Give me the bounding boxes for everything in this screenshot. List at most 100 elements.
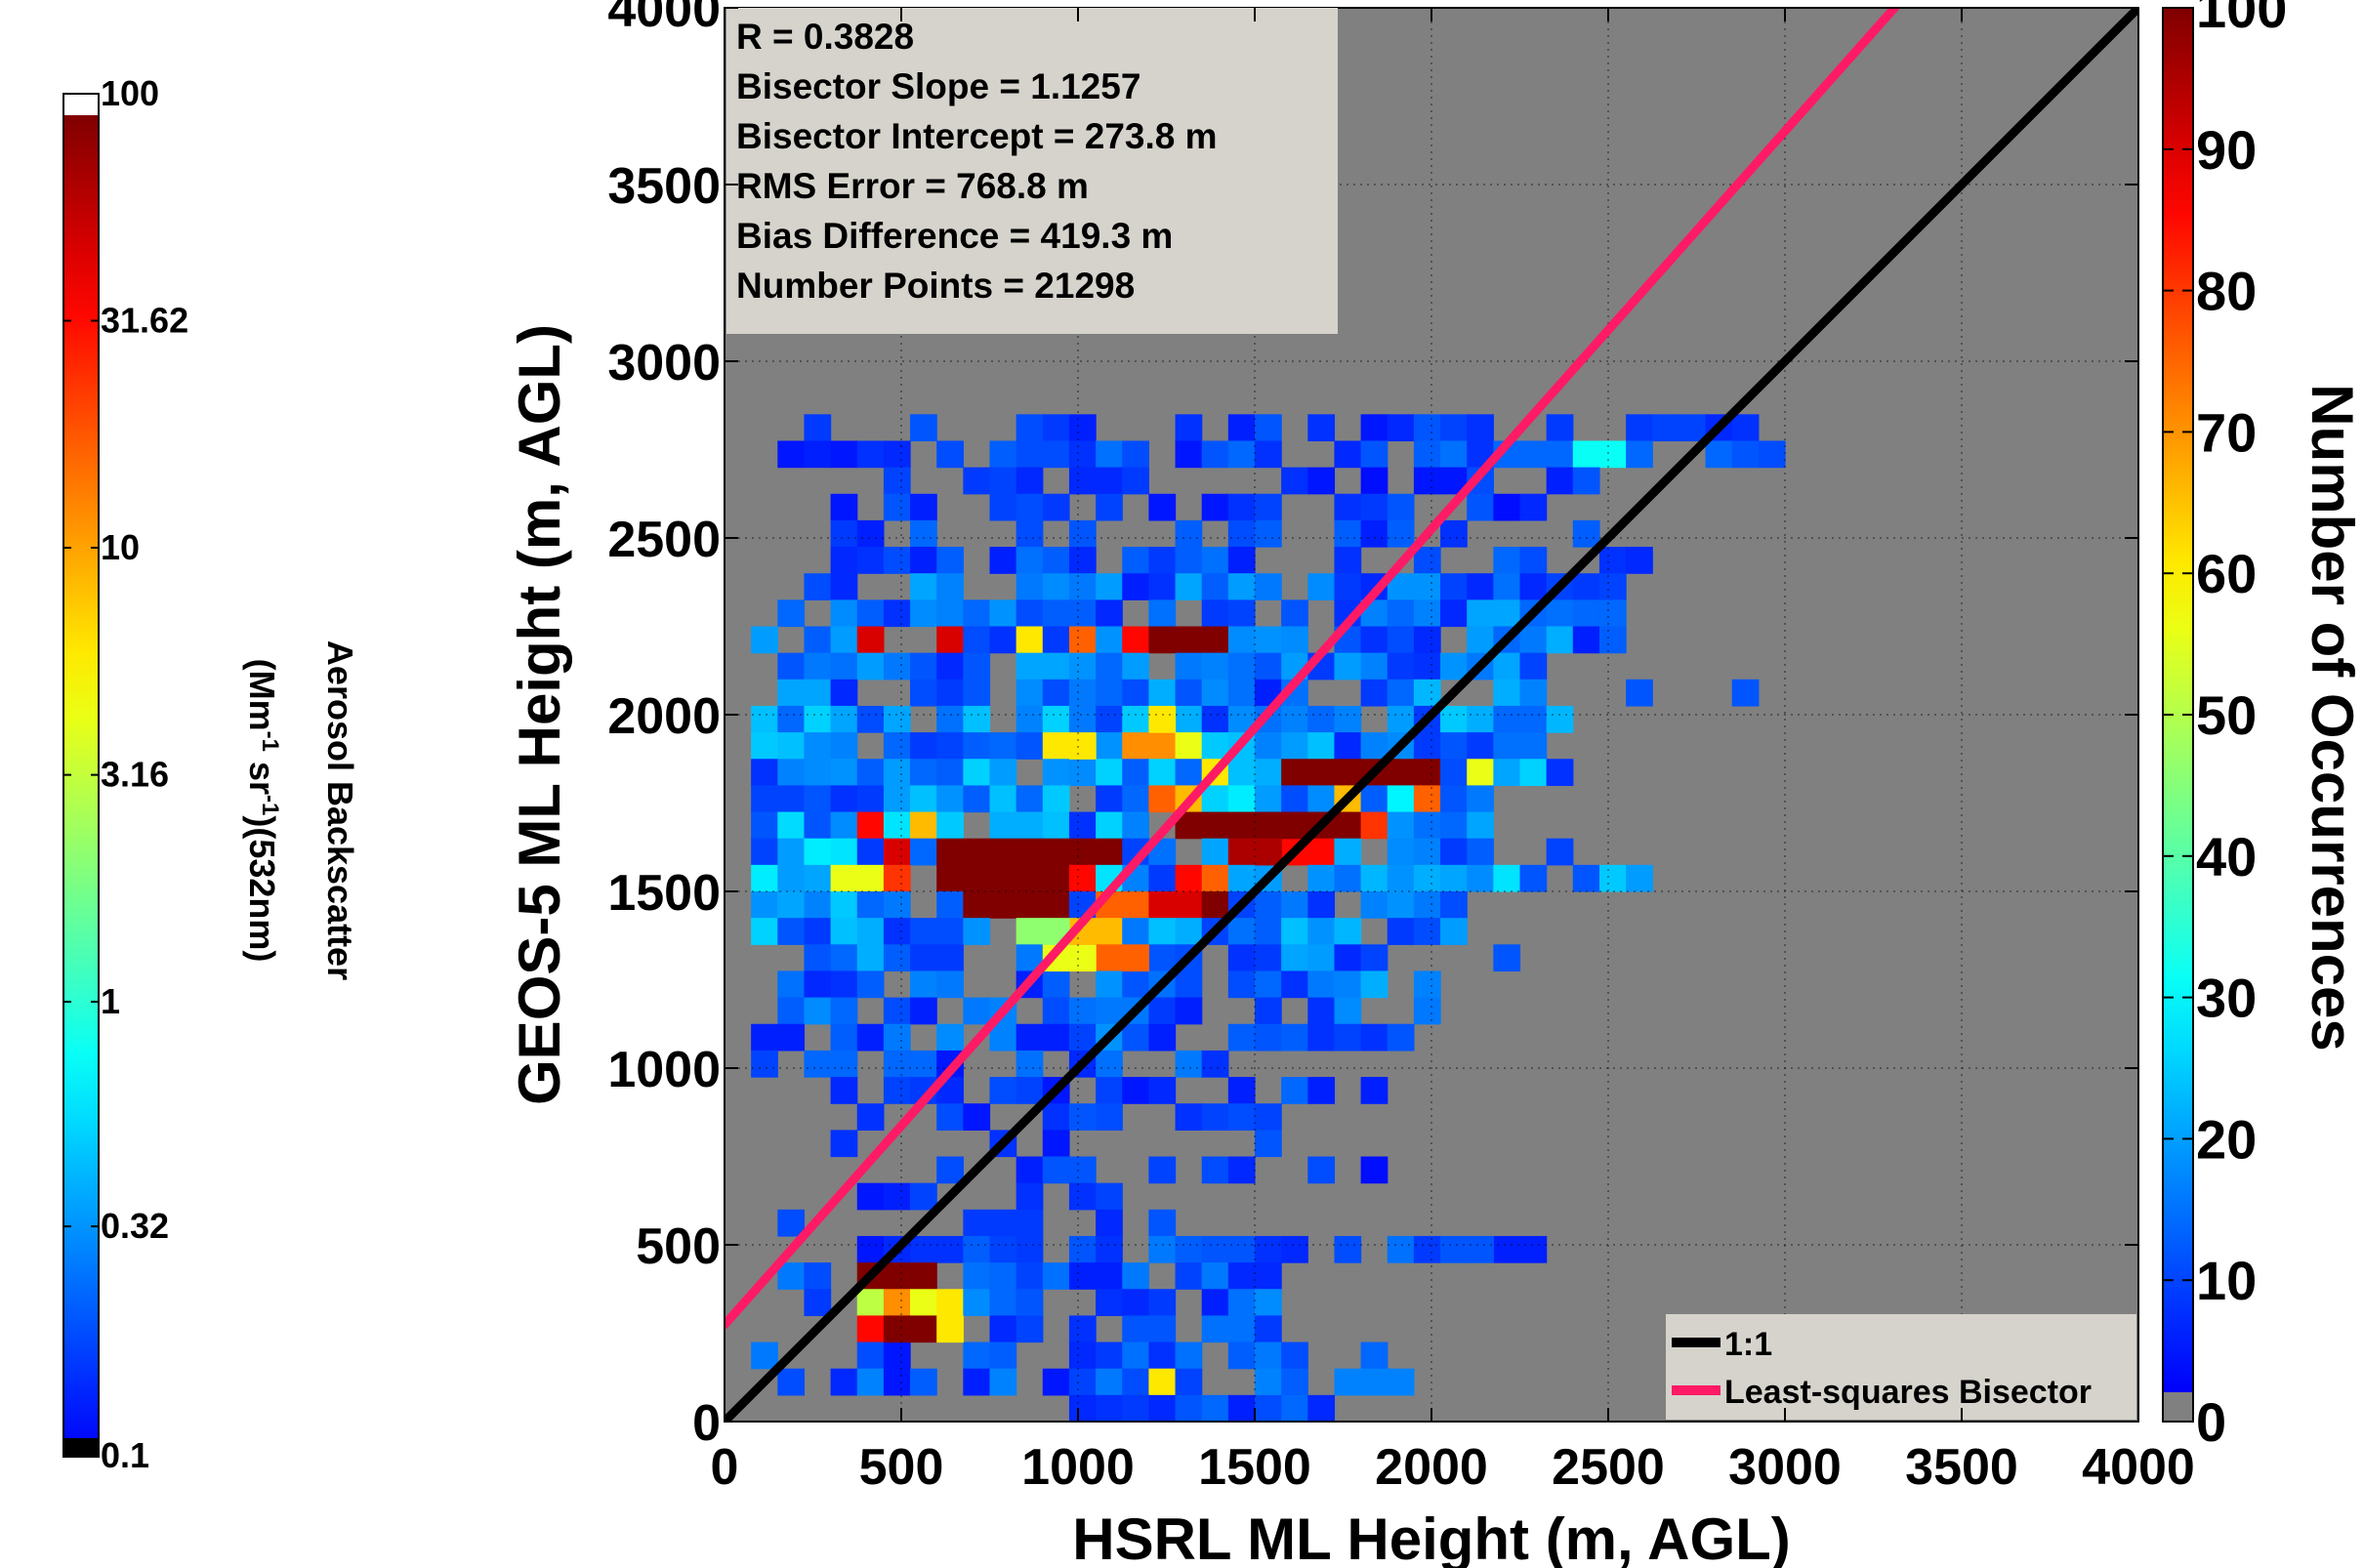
density-cell [1068, 626, 1097, 654]
density-cell [830, 918, 858, 945]
density-cell [1096, 493, 1123, 521]
backscatter-tick-label: 0.32 [101, 1206, 169, 1246]
density-cell [1572, 519, 1600, 548]
density-cell [1731, 440, 1760, 469]
density-cell [1387, 1235, 1415, 1263]
density-cell [856, 1103, 885, 1131]
y-tick-label: 1000 [607, 1042, 721, 1098]
density-cell [1042, 1023, 1070, 1052]
density-cell [1068, 467, 1097, 495]
density-cell [989, 440, 1017, 469]
density-cell [1334, 547, 1362, 574]
density-cell [1227, 838, 1256, 866]
density-cell [1626, 864, 1653, 892]
density-cell [804, 626, 832, 654]
density-cell [1122, 1315, 1149, 1343]
density-cell [1307, 1023, 1336, 1052]
density-cell [1519, 1235, 1548, 1263]
density-cell [1360, 785, 1389, 813]
density-cell [1016, 918, 1044, 945]
density-cell [1175, 705, 1203, 733]
backscatter-colorbar-ramp [63, 115, 99, 1455]
density-cell [1016, 1209, 1044, 1237]
density-cell [910, 414, 937, 442]
backscatter-colorbar-ticks: 0.1 0.32 1 3.16 10 31.62 100 [63, 73, 188, 1475]
density-cell [856, 652, 885, 681]
density-cell [1227, 759, 1256, 786]
density-cell [989, 785, 1017, 813]
density-cell [1068, 811, 1097, 840]
occurrence-tick-label: 20 [2196, 1108, 2257, 1170]
density-cell [1281, 944, 1308, 972]
density-cell [1068, 519, 1097, 548]
occurrence-tick-label: 80 [2196, 261, 2257, 322]
occurrence-tick-label: 90 [2196, 119, 2257, 181]
density-cell [1042, 891, 1070, 919]
density-cell [777, 864, 806, 892]
density-cell [1281, 599, 1308, 628]
density-cell [751, 732, 778, 760]
density-cell [751, 891, 778, 919]
density-cell [1201, 1103, 1229, 1131]
backscatter-tick-label: 3.16 [101, 755, 169, 795]
density-cell [1096, 1235, 1123, 1263]
density-cell [1227, 679, 1256, 707]
density-cell [963, 891, 991, 919]
density-cell [1227, 1077, 1256, 1104]
density-cell [1413, 1235, 1441, 1263]
density-cell [1440, 785, 1468, 813]
density-cell [1096, 1289, 1123, 1316]
density-cell [1068, 1368, 1097, 1396]
density-cell [1042, 440, 1070, 469]
fit-lines [725, 8, 2138, 1422]
density-cell [1175, 918, 1203, 945]
density-cell [1175, 440, 1203, 469]
density-cell [777, 1368, 806, 1396]
density-cell [1016, 440, 1044, 469]
density-cell [1096, 1077, 1123, 1104]
density-cell [1387, 1023, 1415, 1052]
density-cell [1334, 918, 1362, 945]
density-cell [1731, 414, 1760, 442]
density-cell [1068, 997, 1097, 1025]
density-cell [989, 1368, 1017, 1396]
density-cell [830, 599, 858, 628]
density-cell [1281, 626, 1308, 654]
density-cell [1148, 705, 1177, 733]
density-cell [777, 997, 806, 1025]
density-cell [1148, 547, 1177, 574]
density-cell [1201, 547, 1229, 574]
density-cell [1387, 493, 1415, 521]
density-cell [910, 679, 937, 707]
density-cell [1042, 414, 1070, 442]
density-cell [830, 493, 858, 521]
occurrence-colorbar-ramp [2163, 8, 2193, 1392]
occurrence-tick-label: 70 [2196, 401, 2257, 463]
density-cell [1255, 1023, 1282, 1052]
density-cell [1307, 705, 1336, 733]
density-cell [1227, 1315, 1256, 1343]
density-cell [804, 1262, 832, 1290]
density-cell [1467, 811, 1494, 840]
x-tick-label: 3000 [1728, 1439, 1842, 1496]
x-axis-ticks: 0 500 1000 1500 2000 2500 3000 3500 4000 [711, 8, 2195, 1496]
density-cell [1175, 652, 1203, 681]
x-tick-label: 500 [859, 1439, 944, 1496]
density-cell [777, 891, 806, 919]
density-cell [1360, 414, 1389, 442]
density-cell [1175, 1394, 1203, 1422]
density-cell [1546, 759, 1574, 786]
density-cell [777, 652, 806, 681]
density-cell [1467, 732, 1494, 760]
density-cell [1387, 759, 1415, 786]
density-cell [777, 759, 806, 786]
density-cell [1387, 864, 1415, 892]
occurrence-tick-label: 0 [2196, 1391, 2226, 1453]
density-cell [1440, 759, 1468, 786]
y-tick-label: 500 [636, 1218, 721, 1275]
density-cell [910, 811, 937, 840]
density-cell [1307, 944, 1336, 972]
density-cell [777, 970, 806, 999]
density-cell [751, 1023, 778, 1052]
density-cell [1175, 547, 1203, 574]
